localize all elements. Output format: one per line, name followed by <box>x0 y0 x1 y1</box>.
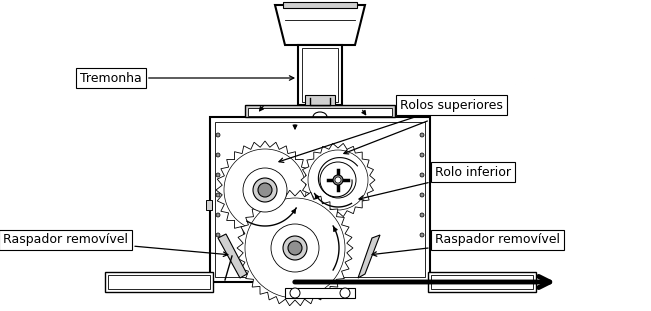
Circle shape <box>216 153 220 157</box>
Circle shape <box>245 198 345 298</box>
Circle shape <box>320 162 356 198</box>
Text: Tremonha: Tremonha <box>80 72 294 85</box>
Circle shape <box>224 149 306 231</box>
Circle shape <box>333 175 343 185</box>
Circle shape <box>216 133 220 137</box>
Circle shape <box>243 168 287 212</box>
Circle shape <box>271 224 319 272</box>
Bar <box>285 288 355 298</box>
Polygon shape <box>237 190 353 306</box>
Bar <box>431 275 533 289</box>
Polygon shape <box>275 5 365 45</box>
Bar <box>428 272 536 292</box>
Circle shape <box>258 183 272 197</box>
Text: Raspador removível: Raspador removível <box>372 234 560 256</box>
Circle shape <box>420 213 424 217</box>
Circle shape <box>420 173 424 177</box>
Text: Raspador removível: Raspador removível <box>3 234 228 257</box>
Circle shape <box>216 213 220 217</box>
Circle shape <box>340 288 350 298</box>
Polygon shape <box>218 234 247 278</box>
Bar <box>302 48 338 102</box>
Text: Rolo inferior: Rolo inferior <box>359 165 511 200</box>
Circle shape <box>308 150 368 210</box>
Circle shape <box>253 178 277 202</box>
Polygon shape <box>358 235 380 278</box>
Polygon shape <box>305 95 335 105</box>
Text: Rolos superiores: Rolos superiores <box>279 99 503 162</box>
Bar <box>215 122 425 277</box>
Bar <box>248 108 392 116</box>
Circle shape <box>216 173 220 177</box>
Circle shape <box>335 177 341 183</box>
Bar <box>210 117 430 282</box>
Circle shape <box>420 153 424 157</box>
Circle shape <box>290 288 300 298</box>
Circle shape <box>288 241 302 255</box>
Bar <box>283 2 357 8</box>
Circle shape <box>216 193 220 197</box>
Polygon shape <box>301 143 375 217</box>
Circle shape <box>420 193 424 197</box>
Circle shape <box>283 236 307 260</box>
Bar <box>105 272 213 292</box>
Circle shape <box>216 233 220 237</box>
Circle shape <box>420 133 424 137</box>
Bar <box>206 200 212 210</box>
Bar <box>298 45 342 105</box>
Circle shape <box>420 233 424 237</box>
Bar <box>108 275 210 289</box>
Bar <box>245 105 395 117</box>
Polygon shape <box>216 141 314 239</box>
